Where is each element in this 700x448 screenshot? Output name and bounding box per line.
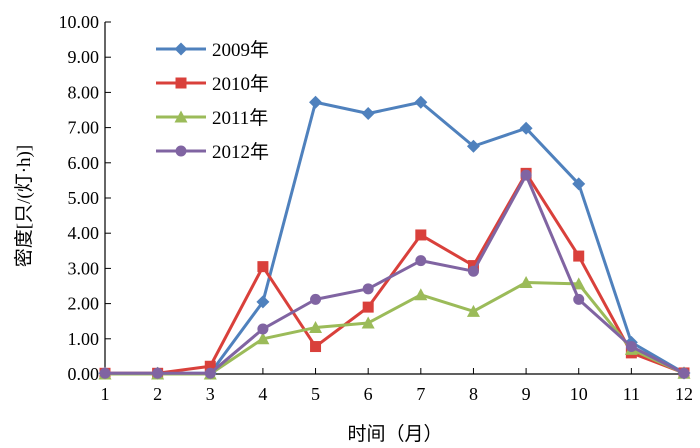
data-point bbox=[310, 341, 322, 353]
data-point bbox=[573, 250, 585, 262]
legend-label: 2009年 bbox=[212, 39, 269, 61]
data-point bbox=[467, 260, 479, 272]
data-point bbox=[625, 341, 637, 353]
data-point bbox=[572, 277, 586, 290]
series-4 bbox=[99, 169, 690, 379]
legend-marker bbox=[175, 77, 187, 89]
y-tick-label: 7.00 bbox=[68, 118, 100, 138]
series-group bbox=[98, 95, 691, 380]
legend-marker bbox=[174, 110, 188, 123]
data-point bbox=[414, 95, 428, 109]
x-tick-label: 4 bbox=[258, 384, 267, 404]
series-line bbox=[105, 280, 685, 376]
y-axis-title: 密度[只/(灯·h)] bbox=[13, 145, 35, 267]
legend-marker bbox=[174, 42, 188, 56]
data-point bbox=[466, 304, 480, 317]
legend-label: 2010年 bbox=[212, 73, 269, 95]
data-point bbox=[467, 265, 479, 277]
series-line bbox=[105, 171, 685, 375]
data-point bbox=[152, 367, 164, 379]
legend-entry: 2011年 bbox=[156, 107, 268, 129]
series-1 bbox=[98, 95, 691, 380]
data-point bbox=[572, 177, 586, 191]
legend-entry: 2009年 bbox=[156, 39, 269, 61]
data-point bbox=[520, 169, 532, 181]
x-tick-label: 9 bbox=[522, 384, 531, 404]
series-line bbox=[105, 173, 685, 375]
series-line bbox=[105, 100, 685, 375]
data-point bbox=[678, 367, 690, 379]
data-point bbox=[204, 360, 216, 372]
data-point bbox=[415, 229, 427, 241]
data-point bbox=[466, 139, 480, 153]
series-3 bbox=[98, 275, 691, 380]
data-point bbox=[309, 95, 323, 109]
data-point bbox=[310, 293, 322, 305]
legend-label: 2012年 bbox=[212, 141, 269, 163]
x-tick-label: 10 bbox=[570, 384, 588, 404]
legend-entry: 2012年 bbox=[156, 141, 269, 163]
y-tick-label: 9.00 bbox=[68, 47, 100, 67]
y-tick-label: 6.00 bbox=[68, 153, 100, 173]
legend-entry: 2010年 bbox=[156, 73, 269, 95]
x-tick-label: 8 bbox=[469, 384, 478, 404]
x-tick-label: 5 bbox=[311, 384, 320, 404]
data-point bbox=[99, 367, 111, 379]
data-point bbox=[256, 332, 270, 345]
y-tick-label: 2.00 bbox=[68, 294, 100, 314]
x-tick-label: 1 bbox=[101, 384, 110, 404]
y-tick-label: 3.00 bbox=[68, 258, 100, 278]
data-point bbox=[257, 323, 269, 335]
y-tick-label: 8.00 bbox=[68, 82, 100, 102]
x-tick-label: 6 bbox=[364, 384, 373, 404]
data-point bbox=[361, 316, 375, 329]
axes bbox=[104, 22, 684, 375]
x-axis-title: 时间（月） bbox=[347, 423, 442, 445]
y-tick-label: 1.00 bbox=[68, 329, 100, 349]
legend-label: 2011年 bbox=[212, 107, 268, 129]
data-point bbox=[309, 321, 323, 334]
x-tick-label: 2 bbox=[153, 384, 162, 404]
x-tick-label: 7 bbox=[416, 384, 425, 404]
x-tick-label: 3 bbox=[206, 384, 215, 404]
y-axis-ticks: 0.00 1.00 2.00 3.00 4.00 5.00 6.00 7.00 8.00 9.00… bbox=[59, 12, 111, 384]
data-point bbox=[362, 283, 374, 295]
data-point bbox=[257, 261, 269, 273]
x-tick-label: 11 bbox=[623, 384, 640, 404]
x-axis-ticks: 1 2 3 4 5 6 7 8 9 10 11 12 bbox=[101, 368, 693, 404]
y-tick-label: 4.00 bbox=[68, 223, 100, 243]
y-tick-label: 10.00 bbox=[59, 12, 100, 32]
data-point bbox=[256, 295, 270, 309]
legend: 2009年 2010年 2011年 2012年 bbox=[156, 39, 269, 163]
data-point bbox=[414, 288, 428, 301]
x-tick-label: 12 bbox=[675, 384, 693, 404]
y-tick-label: 5.00 bbox=[68, 188, 100, 208]
legend-marker bbox=[175, 145, 187, 157]
y-tick-label: 0.00 bbox=[68, 364, 100, 384]
data-point bbox=[204, 367, 216, 379]
data-point bbox=[361, 107, 375, 121]
data-point bbox=[573, 293, 585, 305]
data-point bbox=[519, 121, 533, 135]
data-point bbox=[415, 255, 427, 267]
data-point bbox=[362, 301, 374, 313]
data-point bbox=[519, 275, 533, 288]
